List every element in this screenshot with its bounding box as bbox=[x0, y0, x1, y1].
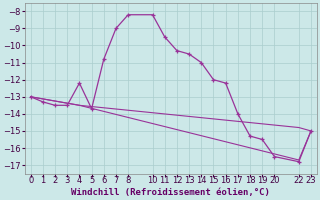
X-axis label: Windchill (Refroidissement éolien,°C): Windchill (Refroidissement éolien,°C) bbox=[71, 188, 270, 197]
